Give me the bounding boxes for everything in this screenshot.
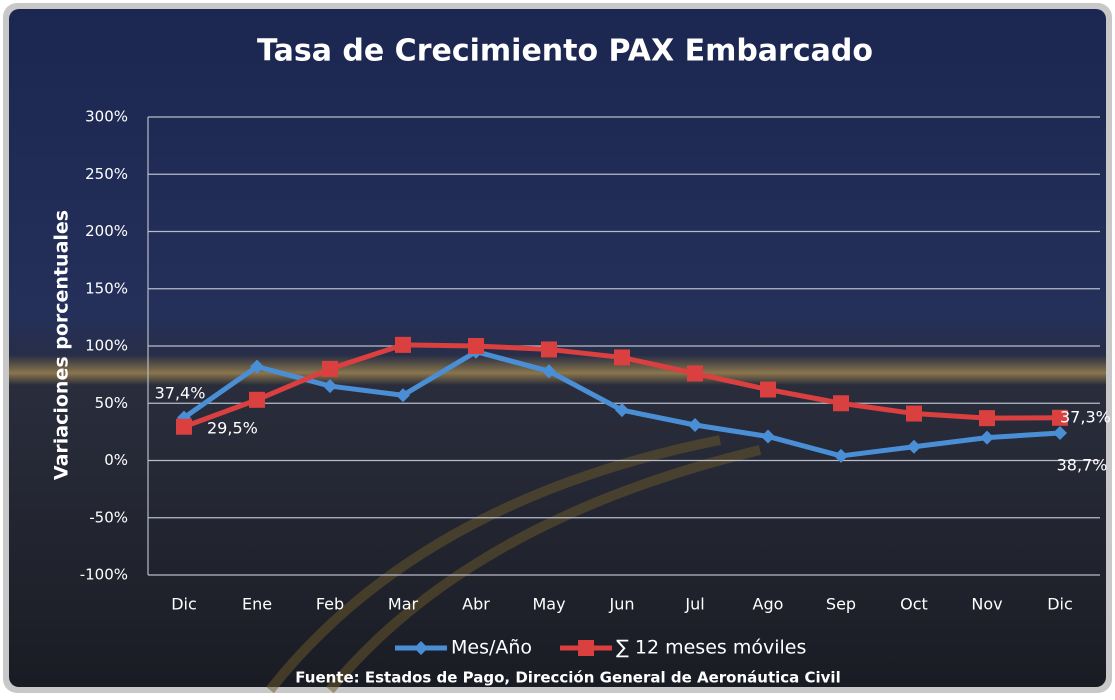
x-tick-label: May [532,595,565,614]
y-tick-label: 0% [104,451,128,469]
y-tick-label: 300% [85,108,128,126]
x-tick-label: Mar [388,595,419,614]
annotation: 38,7% [1057,456,1108,475]
point [249,392,265,408]
legend-label: ∑ 12 meses móviles [616,637,806,659]
y-tick-label: 150% [85,279,128,297]
x-tick-label: Dic [1047,595,1073,614]
x-tick-label: Dic [171,595,197,614]
y-tick-label: -50% [89,508,128,526]
point [906,406,922,422]
point [322,361,338,377]
y-tick-label: 50% [95,394,128,412]
annotation: 37,4% [155,384,206,403]
y-tick-label: 250% [85,165,128,183]
x-tick-label: Ene [242,595,272,614]
point [687,365,703,381]
annotation: 37,3% [1060,408,1111,427]
legend-label: Mes/Año [451,637,532,659]
point [760,382,776,398]
y-axis-label: Variaciones porcentuales [51,210,73,480]
x-tick-label: Ago [753,595,784,614]
source: Fuente: Estados de Pago, Dirección Gener… [295,669,840,687]
x-tick-label: Nov [971,595,1002,614]
x-tick-label: Jun [609,595,635,614]
point [468,338,484,354]
point [395,337,411,353]
legend-marker [578,640,594,656]
point [176,419,192,435]
annotation: 29,5% [207,419,258,438]
chart: Tasa de Crecimiento PAX Embarcado Variac… [0,0,1115,696]
point [541,341,557,357]
point [979,410,995,426]
horizon-lights [9,355,1106,385]
x-tick-label: Jul [684,595,704,614]
y-tick-label: 200% [85,222,128,240]
x-tick-label: Abr [462,595,490,614]
x-tick-label: Oct [900,595,928,614]
point [614,349,630,365]
x-tick-label: Feb [316,595,344,614]
chart-title: Tasa de Crecimiento PAX Embarcado [257,34,873,69]
point [833,395,849,411]
y-tick-label: -100% [80,566,128,584]
y-tick-label: 100% [85,337,128,355]
x-tick-label: Sep [826,595,856,614]
